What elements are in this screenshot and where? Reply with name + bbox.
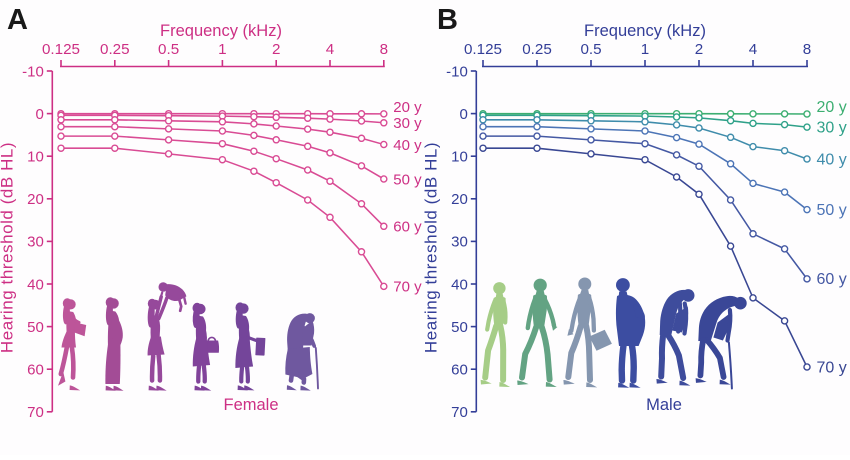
svg-text:50: 50	[27, 319, 44, 336]
svg-text:40: 40	[27, 276, 44, 293]
svg-text:20: 20	[451, 191, 468, 208]
svg-text:2: 2	[695, 41, 703, 58]
svg-text:10: 10	[27, 149, 44, 166]
svg-text:-10: -10	[446, 63, 468, 80]
svg-text:Hearing threshold (dB HL): Hearing threshold (dB HL)	[421, 142, 440, 353]
svg-text:20 y: 20 y	[817, 99, 847, 116]
svg-text:30: 30	[451, 234, 468, 251]
svg-text:50 y: 50 y	[817, 202, 847, 219]
svg-text:70: 70	[451, 404, 468, 421]
svg-text:50 y: 50 y	[393, 171, 422, 188]
svg-text:70: 70	[27, 404, 44, 421]
svg-text:0.25: 0.25	[522, 41, 552, 58]
svg-text:30 y: 30 y	[393, 115, 422, 132]
svg-text:2: 2	[272, 41, 280, 58]
svg-text:70 y: 70 y	[817, 359, 847, 376]
svg-text:20: 20	[27, 191, 44, 208]
svg-text:-10: -10	[22, 63, 44, 80]
svg-text:0.125: 0.125	[42, 41, 80, 58]
svg-text:4: 4	[749, 41, 757, 58]
svg-text:40 y: 40 y	[817, 151, 847, 168]
svg-text:0.25: 0.25	[100, 41, 130, 58]
svg-text:Female: Female	[223, 396, 278, 414]
svg-text:4: 4	[326, 41, 334, 58]
svg-text:0.5: 0.5	[580, 41, 601, 58]
svg-text:0: 0	[35, 106, 43, 123]
svg-text:0.5: 0.5	[158, 41, 179, 58]
svg-text:60: 60	[451, 362, 468, 379]
svg-text:8: 8	[803, 41, 811, 58]
svg-text:Male: Male	[646, 396, 682, 414]
svg-text:B: B	[437, 4, 458, 36]
svg-text:0.125: 0.125	[464, 41, 502, 58]
svg-text:40 y: 40 y	[393, 137, 422, 154]
svg-text:60 y: 60 y	[393, 219, 422, 236]
svg-text:1: 1	[218, 41, 226, 58]
svg-text:Hearing threshold (dB HL): Hearing threshold (dB HL)	[0, 142, 16, 353]
svg-text:50: 50	[451, 319, 468, 336]
svg-text:Frequency (kHz): Frequency (kHz)	[160, 22, 282, 40]
svg-text:40: 40	[451, 276, 468, 293]
svg-text:0: 0	[459, 106, 467, 123]
svg-text:10: 10	[451, 149, 468, 166]
svg-text:A: A	[7, 4, 28, 36]
svg-text:8: 8	[380, 41, 388, 58]
svg-text:Frequency (kHz): Frequency (kHz)	[584, 22, 706, 40]
svg-text:60 y: 60 y	[817, 271, 847, 288]
svg-text:30: 30	[27, 234, 44, 251]
svg-text:60: 60	[27, 362, 44, 379]
svg-text:1: 1	[641, 41, 649, 58]
svg-text:20 y: 20 y	[393, 99, 422, 116]
svg-text:70 y: 70 y	[393, 279, 422, 296]
svg-text:30 y: 30 y	[817, 119, 847, 136]
